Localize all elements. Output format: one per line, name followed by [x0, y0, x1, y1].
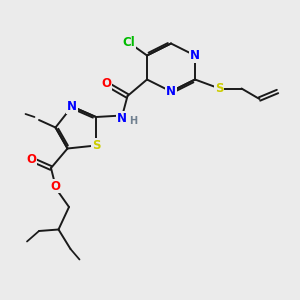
- Text: H: H: [129, 116, 137, 126]
- Text: N: N: [67, 100, 77, 113]
- Text: O: O: [26, 152, 37, 166]
- Text: S: S: [92, 139, 100, 152]
- Text: S: S: [215, 82, 223, 95]
- Text: O: O: [101, 77, 111, 90]
- Text: N: N: [166, 85, 176, 98]
- Text: N: N: [116, 112, 127, 125]
- Text: Cl: Cl: [123, 35, 135, 49]
- Text: N: N: [190, 49, 200, 62]
- Text: O: O: [50, 179, 61, 193]
